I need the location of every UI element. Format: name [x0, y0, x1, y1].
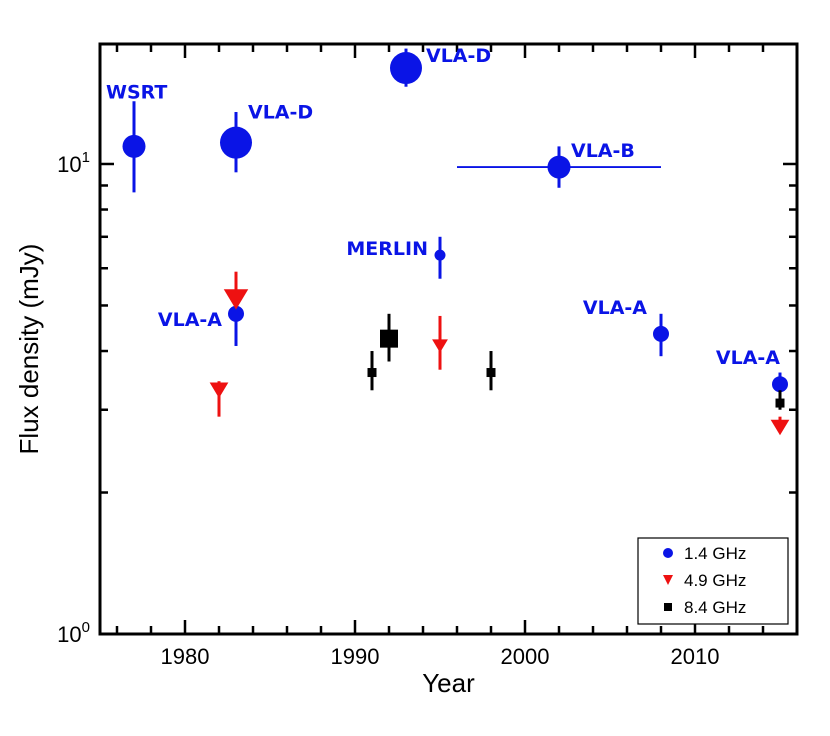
data-point-1-4ghz: [653, 325, 669, 342]
x-tick-label: 2000: [501, 644, 550, 669]
data-point-4-9ghz: [432, 339, 448, 353]
axis-ticks: [100, 44, 799, 636]
data-point-1-4ghz: [547, 155, 571, 179]
data-point-4-9ghz: [770, 419, 790, 436]
point-label: VLA-B: [571, 140, 635, 162]
point-label: VLA-D: [426, 45, 491, 67]
data-point-4-9ghz: [223, 289, 249, 310]
legend-marker-circle: [663, 548, 673, 558]
legend: 1.4 GHz 4.9 GHz 8.4 GHz: [637, 537, 789, 625]
x-axis-title: Year: [422, 668, 475, 698]
data-point-1-4ghz: [220, 126, 252, 159]
x-tick-label: 2010: [671, 644, 720, 669]
point-label: MERLIN: [346, 238, 428, 260]
y-tick-label: 100: [57, 619, 90, 647]
data-point-8-4ghz: [367, 368, 377, 378]
point-label: WSRT: [106, 81, 167, 103]
point-label: VLA-A: [158, 309, 222, 331]
x-tick-label: 1990: [331, 644, 380, 669]
data-marks: [122, 48, 790, 436]
point-label: VLA-A: [583, 297, 647, 319]
point-label: VLA-A: [716, 347, 780, 369]
data-point-1-4ghz: [390, 52, 422, 85]
legend-label: 1.4 GHz: [684, 544, 746, 563]
data-point-1-4ghz: [772, 376, 788, 393]
y-axis-title: Flux density (mJy): [14, 244, 44, 455]
y-tick-label: 101: [57, 149, 90, 177]
data-point-8-4ghz: [380, 329, 398, 348]
legend-label: 8.4 GHz: [684, 598, 746, 617]
data-point-8-4ghz: [486, 368, 496, 378]
data-point-4-9ghz: [209, 382, 229, 399]
data-point-1-4ghz: [122, 134, 146, 158]
legend-marker-square: [664, 603, 672, 611]
legend-label: 4.9 GHz: [684, 571, 746, 590]
data-point-1-4ghz: [228, 305, 244, 322]
tick-labels: 1980 1990 2000 2010 100 101: [57, 149, 719, 669]
plot-frame: [98, 42, 799, 636]
data-point-8-4ghz: [775, 398, 785, 408]
data-point-1-4ghz: [434, 249, 446, 261]
point-label: VLA-D: [248, 102, 313, 124]
x-tick-label: 1980: [161, 644, 210, 669]
legend-box: [637, 537, 789, 625]
point-annotations: WSRT VLA-D VLA-A VLA-D MERLIN VLA-B VLA-A VLA-A: [106, 45, 780, 369]
legend-marker-triangle: [663, 575, 673, 585]
